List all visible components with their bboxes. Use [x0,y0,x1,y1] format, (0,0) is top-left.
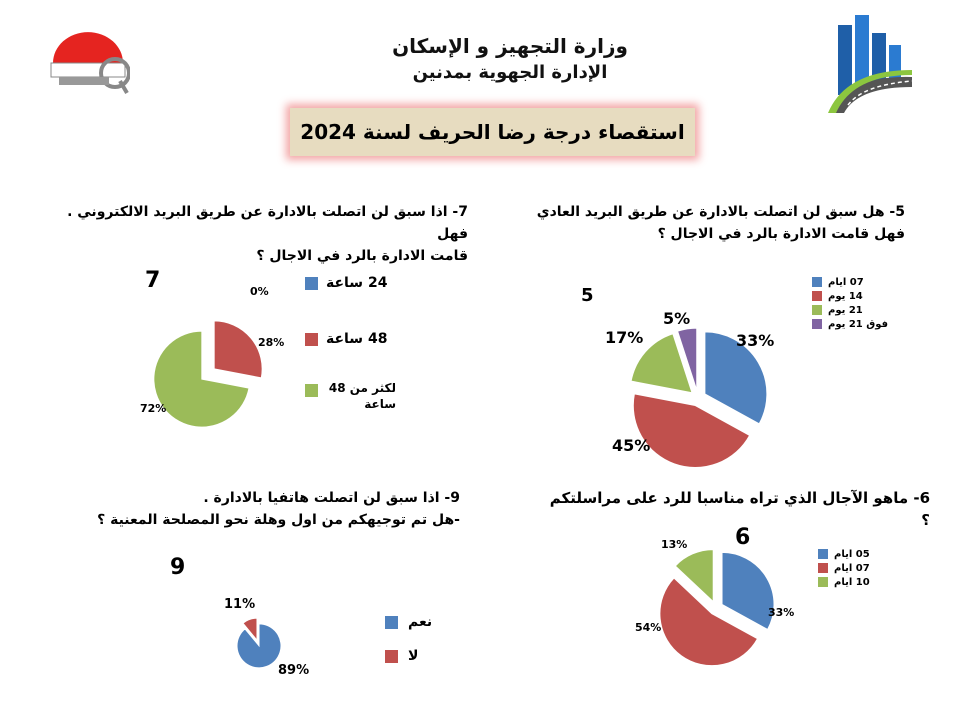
legend-7-item-2: 48 ساعة [305,328,415,350]
legend-5-label-4: فوق 21 يوم [828,318,889,330]
legend-5-item-2: 14 يوم [812,289,912,303]
question-9: 9- اذا سبق لن اتصلت هاتفيا بالادارة . -ه… [90,487,460,531]
pie-5-label-5: 5% [663,309,691,328]
ministry-logo-left [45,25,131,100]
pie-9-slice-2 [242,617,258,642]
buildings-road-icon [828,15,913,113]
chart-7-number: 7 [145,268,161,293]
pie-6-slice-1 [721,551,775,631]
pie-5-slice-2 [632,393,751,469]
pie-5-slice-4 [676,327,698,391]
question-9-line-1: 9- اذا سبق لن اتصلت هاتفيا بالادارة . [203,490,460,506]
legend-7-label-3: لكثر من 48 ساعة [328,381,396,411]
legend-6-label-3: 10 ايام [834,576,870,588]
pie-9-slice-1 [236,623,282,669]
legend-5-item-4: فوق 21 يوم [812,317,912,331]
pie-6-label-54: 54% [635,621,662,634]
pie-7-label-72: 72% [140,402,167,415]
question-7-line-2: قامت الادارة بالرد في الاجال ؟ [256,248,468,264]
legend-9-item-1: نعم [385,612,455,632]
pie-6-slice-3 [674,549,714,603]
question-6-line-1: 6- ماهو الآجال الذي تراه مناسبا للرد على… [549,489,930,529]
legend-5-swatch-blue [812,277,822,287]
pie-chart-7 [153,320,263,428]
legend-6-swatch-blue [818,549,828,559]
legend-6-swatch-red [818,563,828,573]
directorate-logo-right [828,15,913,115]
legend-9-item-2: لا [385,646,455,666]
directorate-name: الإدارة الجهوية بمدنين [412,62,608,83]
pie-5-label-17: 17% [605,328,644,347]
pie-chart-5 [630,327,768,469]
question-7: 7- اذا سبق لن اتصلت بالادارة عن طريق الب… [60,201,468,267]
legend-5-swatch-red [812,291,822,301]
pie-9-label-89: 89% [278,663,310,678]
legend-7-item-3: لكثر من 48 ساعة [305,380,415,412]
survey-title: استقصاء درجة رضا الحريف لسنة 2024 [300,120,685,144]
legend-7-swatch-green [305,384,318,397]
pie-6-label-33: 33% [768,606,795,619]
question-6: 6- ماهو الآجال الذي تراه مناسبا للرد على… [540,487,930,531]
legend-9-label-1: نعم [408,614,433,630]
pie-6-slice-2 [659,577,759,667]
legend-7-swatch-blue [305,276,318,290]
pie-7-label-0: 0% [250,285,269,298]
survey-title-banner: استقصاء درجة رضا الحريف لسنة 2024 [290,108,695,156]
legend-7: 24 ساعة 48 ساعة لكثر من 48 ساعة [305,272,415,412]
legend-9-swatch-blue [385,615,398,629]
legend-7-swatch-red [305,332,318,346]
legend-9: نعم لا [385,612,455,666]
pie-5-label-33: 33% [736,331,775,350]
legend-7-item-1: 24 ساعة [305,272,415,294]
question-7-line-1: 7- اذا سبق لن اتصلت بالادارة عن طريق الب… [67,204,468,242]
question-9-line-2: -هل تم توجيهكم من اول وهلة نحو المصلحة ا… [97,512,460,528]
legend-5-label-1: 07 ايام [828,276,864,288]
legend-5-item-3: 21 يوم [812,303,912,317]
question-5: 5- هل سبق لن اتصلت بالادارة عن طريق البر… [520,201,905,245]
question-5-line-2: فهل قامت الادارة بالرد في الاجال ؟ [657,226,905,242]
chart-5-number: 5 [581,285,594,306]
pie-5-label-45: 45% [612,436,651,455]
pie-7-slice-2 [213,320,263,379]
legend-6-label-1: 05 ايام [834,548,870,560]
logo-emblem-icon [50,32,131,95]
legend-5-item-1: 07 ايام [812,275,912,289]
legend-6-item-3: 10 ايام [818,575,908,589]
pie-7-slice-3 [153,330,250,428]
legend-6-label-2: 07 ايام [834,562,870,574]
legend-6-swatch-green [818,577,828,587]
legend-5-swatch-green [812,305,822,315]
legend-5-swatch-purple [812,319,822,329]
pie-7-label-28: 28% [258,336,285,349]
legend-7-label-1: 24 ساعة [326,275,388,291]
legend-5-label-2: 14 يوم [828,290,863,302]
chart-6-number: 6 [735,525,751,550]
pie-6-label-13: 13% [661,538,688,551]
pie-5-slice-3 [630,333,693,394]
pie-chart-6 [659,549,775,667]
legend-9-label-2: لا [408,648,419,664]
pie-5-slice-1 [704,331,768,425]
legend-5-label-3: 21 يوم [828,304,863,316]
ministry-name: وزارة التجهيز و الإسكان [392,34,628,58]
pie-chart-9 [236,617,282,669]
question-5-line-1: 5- هل سبق لن اتصلت بالادارة عن طريق البر… [536,204,905,220]
pie-9-label-11: 11% [224,597,256,612]
legend-6-item-2: 07 ايام [818,561,908,575]
legend-7-label-2: 48 ساعة [326,331,388,347]
legend-5: 07 ايام 14 يوم 21 يوم فوق 21 يوم [812,275,912,331]
chart-9-number: 9 [170,555,186,580]
legend-6: 05 ايام 07 ايام 10 ايام [818,547,908,589]
legend-9-swatch-red [385,649,398,663]
legend-6-item-1: 05 ايام [818,547,908,561]
